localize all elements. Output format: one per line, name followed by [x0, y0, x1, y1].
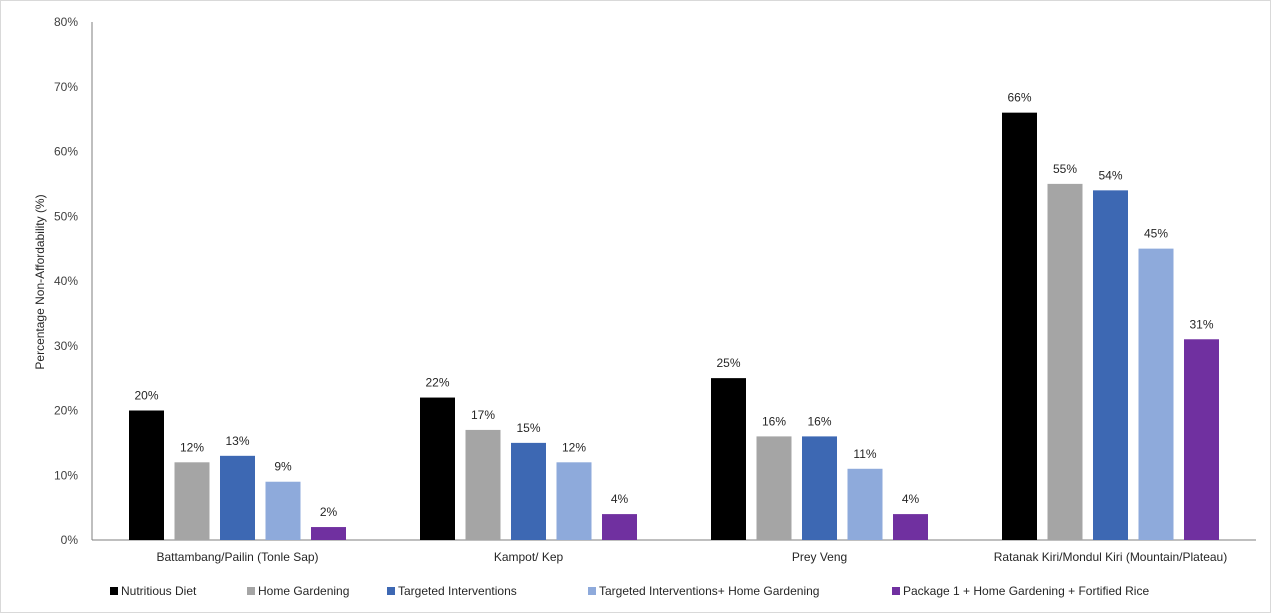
legend-swatch — [247, 587, 255, 595]
bar-1-3 — [220, 455, 255, 540]
x-category-label: Kampot/ Kep — [494, 550, 564, 564]
data-label: 12% — [562, 440, 586, 454]
legend-label: Nutritious Diet — [121, 584, 197, 598]
legend-label: Targeted Interventions — [398, 584, 517, 598]
data-label: 66% — [1007, 91, 1031, 105]
y-tick-label: 0% — [61, 533, 79, 547]
data-label: 17% — [471, 408, 495, 422]
bar-3-2 — [756, 436, 792, 540]
bar-4-2 — [1047, 183, 1083, 540]
x-category-label: Ratanak Kiri/Mondul Kiri (Mountain/Plate… — [994, 550, 1227, 564]
bar-2-5 — [602, 514, 637, 540]
y-tick-label: 70% — [54, 80, 78, 94]
legend-swatch — [892, 587, 900, 595]
data-label: 9% — [274, 460, 292, 474]
data-label: 4% — [611, 492, 629, 506]
legend-label: Home Gardening — [258, 584, 349, 598]
y-tick-label: 60% — [54, 145, 78, 159]
data-label: 25% — [716, 356, 740, 370]
bar-4-1 — [1002, 112, 1037, 541]
bar-3-1 — [711, 378, 746, 540]
y-tick-label: 80% — [54, 15, 78, 29]
y-tick-label: 30% — [54, 339, 78, 353]
y-tick-label: 10% — [54, 468, 78, 482]
bar-1-2 — [174, 462, 210, 540]
data-label: 54% — [1098, 168, 1122, 182]
bar-2-1 — [420, 397, 455, 540]
bar-3-4 — [847, 468, 883, 540]
y-axis-title: Percentage Non-Affordability (%) — [33, 194, 47, 369]
bar-2-2 — [465, 429, 501, 540]
legend-swatch — [110, 587, 118, 595]
y-tick-label: 40% — [54, 274, 78, 288]
data-label: 16% — [762, 414, 786, 428]
legend-label: Package 1 + Home Gardening + Fortified R… — [903, 584, 1149, 598]
bar-4-5 — [1184, 339, 1219, 540]
data-label: 55% — [1053, 162, 1077, 176]
bar-3-3 — [802, 436, 837, 540]
data-label: 12% — [180, 440, 204, 454]
y-tick-label: 20% — [54, 404, 78, 418]
data-label: 13% — [225, 434, 249, 448]
data-label: 15% — [516, 421, 540, 435]
data-label: 22% — [425, 376, 449, 390]
x-category-label: Battambang/Pailin (Tonle Sap) — [156, 550, 318, 564]
data-label: 31% — [1189, 317, 1213, 331]
data-label: 2% — [320, 505, 338, 519]
data-label: 45% — [1144, 227, 1168, 241]
legend-swatch — [588, 587, 596, 595]
data-label: 4% — [902, 492, 920, 506]
data-label: 20% — [134, 389, 158, 403]
y-tick-label: 50% — [54, 209, 78, 223]
bar-2-3 — [511, 442, 546, 540]
data-label: 11% — [853, 447, 876, 461]
bar-3-5 — [893, 514, 928, 540]
bar-4-4 — [1138, 248, 1174, 540]
bar-4-3 — [1093, 190, 1128, 540]
bar-1-4 — [265, 481, 301, 540]
legend-swatch — [387, 587, 395, 595]
bar-1-1 — [129, 410, 164, 540]
bar-2-4 — [556, 462, 592, 540]
data-label: 16% — [807, 414, 831, 428]
x-category-label: Prey Veng — [792, 550, 847, 564]
legend-label: Targeted Interventions+ Home Gardening — [599, 584, 819, 598]
bar-1-5 — [311, 527, 346, 540]
